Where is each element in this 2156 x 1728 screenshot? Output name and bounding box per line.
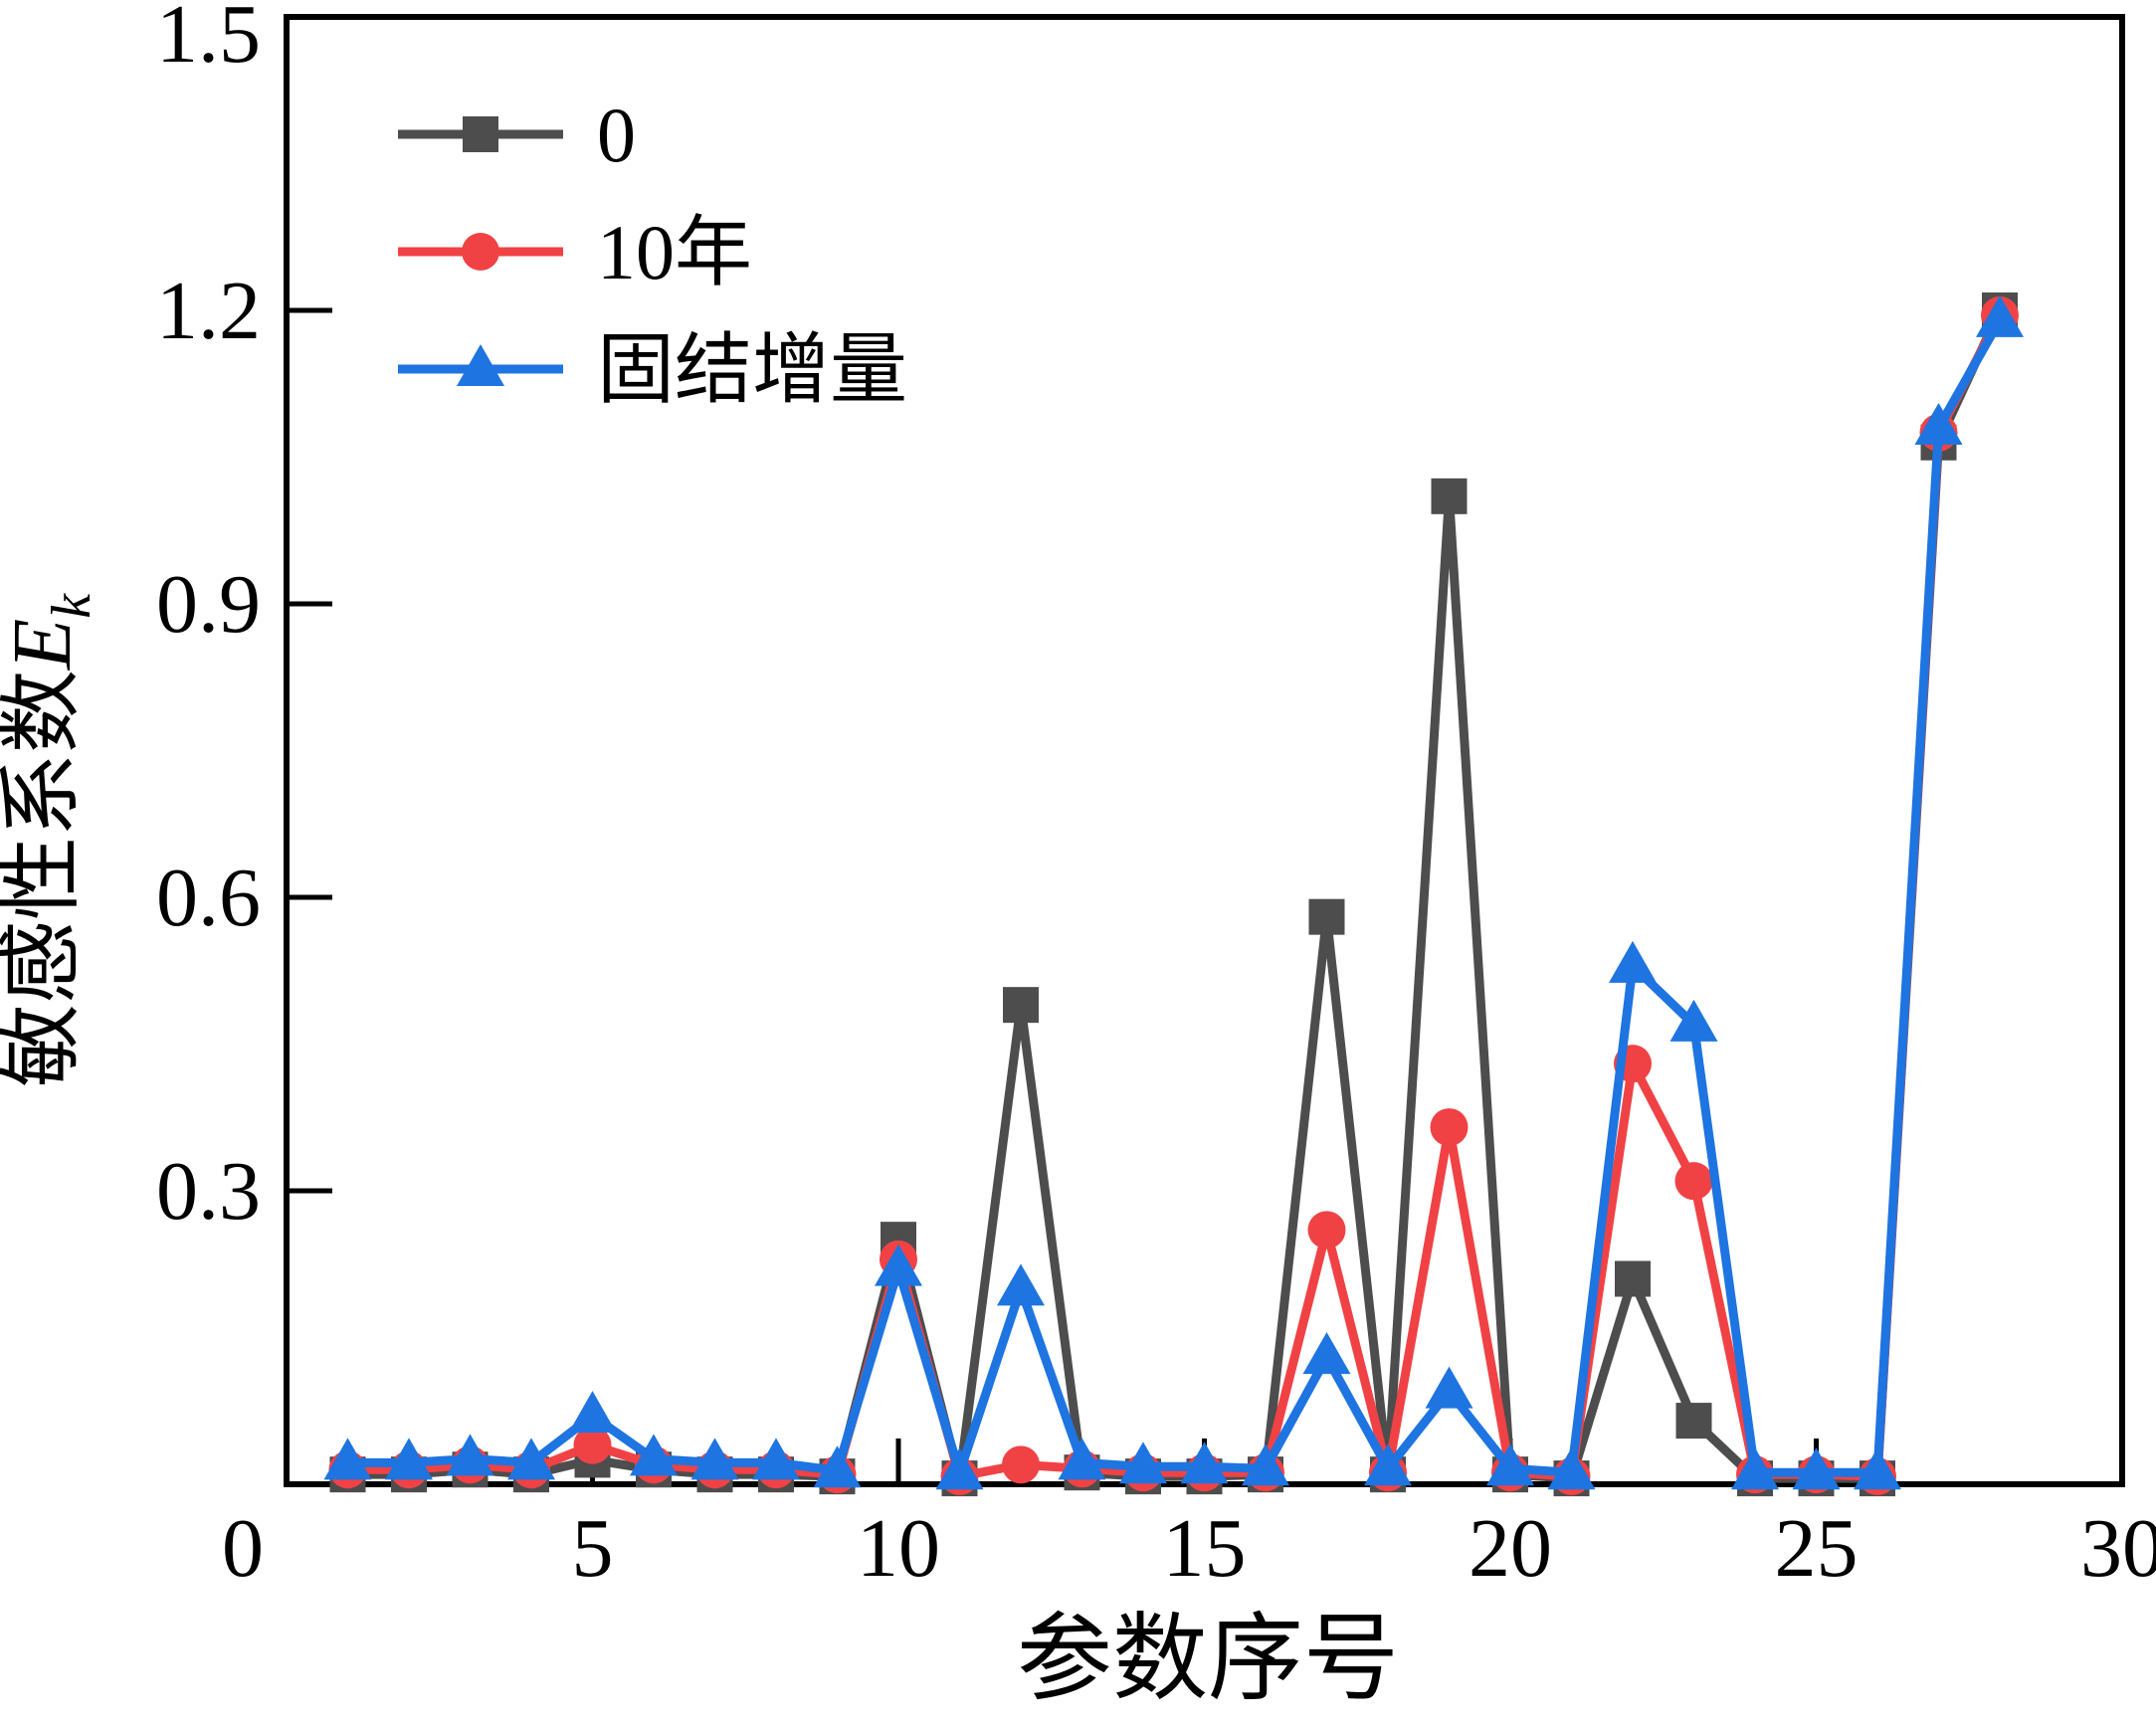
triangle-marker <box>1242 1443 1289 1486</box>
circle-marker <box>1307 1211 1346 1249</box>
triangle-marker <box>690 1438 739 1480</box>
y-tick-label: 1.5 <box>156 0 261 81</box>
series-line <box>347 312 2004 1481</box>
legend-marker <box>463 116 498 152</box>
y-tick-label: 1.2 <box>156 265 261 357</box>
triangle-marker <box>630 1434 678 1476</box>
circle-marker <box>1674 1162 1713 1201</box>
triangle-marker <box>1854 1447 1901 1490</box>
triangle-marker <box>1609 940 1657 983</box>
series-1 <box>328 295 2019 1496</box>
y-axis-title-text: 敏感性系数 <box>0 670 89 1087</box>
triangle-marker <box>1669 999 1718 1042</box>
legend-marker <box>462 233 499 271</box>
data-series <box>323 292 2024 1497</box>
triangle-marker <box>1119 1441 1167 1484</box>
y-tick-label: 0.9 <box>156 558 261 651</box>
origin-tick-label: 0 <box>222 1502 264 1595</box>
x-tick-label: 10 <box>857 1502 940 1595</box>
triangle-marker <box>935 1447 984 1490</box>
triangle-marker <box>1731 1447 1779 1490</box>
triangle-marker <box>323 1438 372 1480</box>
series-0 <box>329 292 2018 1497</box>
triangle-marker <box>385 1438 433 1480</box>
triangle-marker <box>1058 1438 1106 1480</box>
y-axis-title-variable: E <box>0 619 89 671</box>
x-tick-label: 15 <box>1163 1502 1247 1595</box>
square-marker <box>1308 898 1345 935</box>
triangle-marker <box>813 1445 862 1488</box>
y-axis-title: 敏感性系数Ek <box>0 593 102 1087</box>
x-tick-label: 30 <box>2080 1502 2156 1595</box>
y-tick-labels: 0.3 0.6 0.9 1.2 1.5 <box>156 0 261 1238</box>
triangle-marker <box>446 1434 494 1476</box>
legend-label: 10年 <box>597 209 752 295</box>
circle-marker <box>573 1426 612 1464</box>
triangle-marker <box>1302 1332 1351 1375</box>
legend-label: 固结增量 <box>597 326 907 413</box>
axis-ticks <box>287 307 1819 1484</box>
circle-marker <box>1002 1445 1040 1484</box>
triangle-marker <box>1486 1443 1534 1486</box>
square-marker <box>1003 987 1039 1024</box>
legend-entry: 10年 <box>398 209 752 295</box>
legend-entry: 固结增量 <box>398 326 907 413</box>
triangle-marker <box>875 1244 922 1286</box>
triangle-marker <box>997 1263 1045 1306</box>
y-tick-label: 0.6 <box>156 852 261 944</box>
triangle-marker <box>1180 1441 1229 1484</box>
legend-entry: 0 <box>398 92 636 178</box>
x-tick-label: 25 <box>1775 1502 1859 1595</box>
triangle-marker <box>1976 294 2024 337</box>
x-tick-label: 20 <box>1469 1502 1552 1595</box>
series-2 <box>323 294 2024 1490</box>
y-axis-title-subscript: k <box>41 593 102 619</box>
square-marker <box>1675 1403 1712 1440</box>
circle-marker <box>1430 1108 1469 1147</box>
triangle-marker <box>1914 403 1963 445</box>
triangle-marker <box>1547 1447 1596 1490</box>
series-line <box>347 317 2004 1477</box>
plot-border <box>284 14 2125 1487</box>
x-tick-label: 5 <box>572 1502 614 1595</box>
triangle-marker <box>1425 1366 1473 1409</box>
triangle-marker <box>752 1438 800 1480</box>
square-marker <box>1615 1260 1651 1297</box>
triangle-marker <box>1364 1443 1412 1486</box>
x-axis-title: 参数序号 <box>1017 1606 1399 1712</box>
legend-marker <box>457 344 504 386</box>
triangle-marker <box>507 1438 555 1480</box>
y-tick-label: 0.3 <box>156 1145 261 1238</box>
legend-label: 0 <box>597 92 636 178</box>
square-marker <box>1431 478 1468 514</box>
x-tick-labels: 5 10 15 20 25 30 0 <box>222 1502 2156 1595</box>
triangle-marker <box>568 1391 617 1434</box>
triangle-marker <box>1792 1447 1841 1490</box>
series-line <box>347 308 2005 1483</box>
